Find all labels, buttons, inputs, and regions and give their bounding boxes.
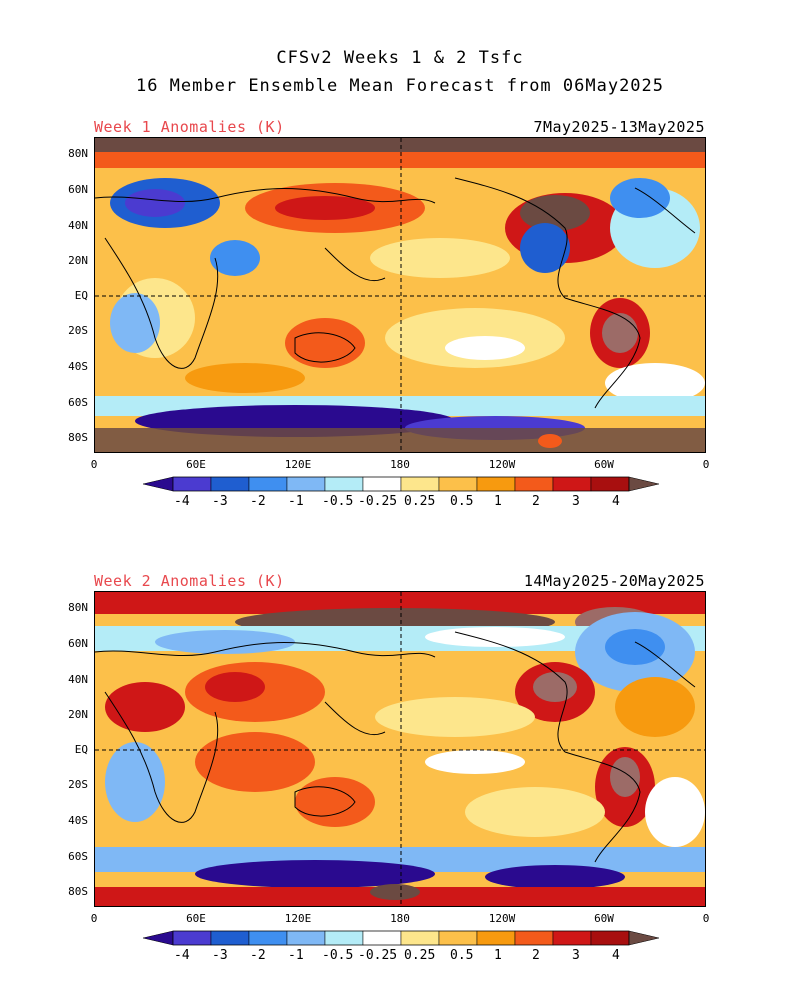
- week1-lat-label: EQ: [74, 289, 88, 302]
- colorbar-label: 0.5: [450, 948, 474, 963]
- colorbar-swatch: [362, 476, 402, 492]
- colorbar-label: -3: [212, 494, 228, 509]
- week2-lat-label: EQ: [74, 743, 88, 756]
- week2-lon-label: 120E: [284, 912, 312, 925]
- week2-lat-label: 60S: [68, 850, 88, 863]
- colorbar-swatch: [172, 930, 212, 946]
- week1-lon-label: 180: [390, 458, 410, 471]
- week1-lat-label: 20S: [68, 324, 88, 337]
- week1-lon-label: 60E: [186, 458, 206, 471]
- week2-lon-label: 60E: [186, 912, 206, 925]
- colorbar-swatch: [210, 930, 250, 946]
- colorbar-swatch: [590, 930, 630, 946]
- colorbar-swatch: [590, 476, 630, 492]
- colorbar-swatch: [400, 930, 440, 946]
- colorbar-label: -0.25: [358, 948, 398, 963]
- colorbar-label: -0.5: [322, 948, 354, 963]
- chart-title-line-2: 16 Member Ensemble Mean Forecast from 06…: [135, 76, 665, 96]
- week2-lon-label: 180: [390, 912, 410, 925]
- colorbar-swatch: [172, 476, 212, 492]
- week2-colorbar-swatches: [142, 930, 660, 946]
- colorbar-swatch: [286, 476, 326, 492]
- week2-lon-label: 60W: [594, 912, 614, 925]
- week1-lat-label: 60S: [68, 396, 88, 409]
- colorbar-swatch: [248, 476, 288, 492]
- colorbar-swatch: [552, 930, 592, 946]
- colorbar-label: 3: [572, 948, 580, 963]
- week1-lon-label: 120E: [284, 458, 312, 471]
- week1-lat-label: 40S: [68, 360, 88, 373]
- colorbar-swatch: [476, 930, 516, 946]
- colorbar-label: 0.25: [404, 494, 436, 509]
- week2-panel-label: Week 2 Anomalies (K): [94, 572, 285, 590]
- colorbar-swatch: [248, 930, 288, 946]
- week1-lat-label: 80N: [68, 147, 88, 160]
- week1-colorbar-swatches: [142, 476, 660, 492]
- colorbar-label: 1: [494, 948, 502, 963]
- colorbar-label: 1: [494, 494, 502, 509]
- week2-anomaly-map: [94, 591, 706, 907]
- week1-lon-label: 0: [702, 458, 710, 471]
- week2-lat-label: 80S: [68, 885, 88, 898]
- week1-lat-label: 20N: [68, 254, 88, 267]
- colorbar-swatch: [552, 476, 592, 492]
- week2-colorbar: [142, 929, 660, 951]
- week2-lat-label: 80N: [68, 601, 88, 614]
- colorbar-swatch: [628, 930, 660, 946]
- week2-lat-label: 20S: [68, 778, 88, 791]
- colorbar-swatch: [142, 930, 174, 946]
- colorbar-swatch: [400, 476, 440, 492]
- colorbar-label: 4: [612, 948, 620, 963]
- week1-anomaly-map: [94, 137, 706, 453]
- week1-lat-label: 80S: [68, 431, 88, 444]
- colorbar-swatch: [362, 930, 402, 946]
- colorbar-swatch: [210, 476, 250, 492]
- colorbar-swatch: [514, 476, 554, 492]
- colorbar-label: -0.5: [322, 494, 354, 509]
- week2-lat-label: 60N: [68, 637, 88, 650]
- colorbar-swatch: [286, 930, 326, 946]
- week1-lat-label: 60N: [68, 183, 88, 196]
- week2-date-range: 14May2025-20May2025: [523, 572, 705, 590]
- colorbar-swatch: [324, 476, 364, 492]
- week1-panel-label: Week 1 Anomalies (K): [94, 118, 285, 136]
- week1-lon-label: 120W: [488, 458, 516, 471]
- colorbar-swatch: [438, 930, 478, 946]
- colorbar-label: -4: [174, 948, 190, 963]
- week1-lon-label: 60W: [594, 458, 614, 471]
- colorbar-label: 2: [532, 948, 540, 963]
- colorbar-label: -2: [250, 494, 266, 509]
- colorbar-label: 2: [532, 494, 540, 509]
- week2-lat-label: 20N: [68, 708, 88, 721]
- colorbar-label: -4: [174, 494, 190, 509]
- week1-lat-label: 40N: [68, 219, 88, 232]
- colorbar-label: 0.5: [450, 494, 474, 509]
- colorbar-label: 3: [572, 494, 580, 509]
- colorbar-label: 4: [612, 494, 620, 509]
- week2-lat-label: 40S: [68, 814, 88, 827]
- colorbar-label: -0.25: [358, 494, 398, 509]
- week1-date-range: 7May2025-13May2025: [533, 118, 705, 136]
- chart-title-line-1: CFSv2 Weeks 1 & 2 Tsfc: [276, 48, 524, 68]
- colorbar-swatch: [476, 476, 516, 492]
- week2-lat-label: 40N: [68, 673, 88, 686]
- week1-colorbar: [142, 475, 660, 497]
- colorbar-label: -1: [288, 948, 304, 963]
- colorbar-swatch: [628, 476, 660, 492]
- colorbar-swatch: [324, 930, 364, 946]
- colorbar-label: -2: [250, 948, 266, 963]
- week2-lon-label: 0: [90, 912, 98, 925]
- week1-lon-label: 0: [90, 458, 98, 471]
- colorbar-swatch: [514, 930, 554, 946]
- colorbar-swatch: [142, 476, 174, 492]
- colorbar-label: -1: [288, 494, 304, 509]
- colorbar-label: -3: [212, 948, 228, 963]
- colorbar-label: 0.25: [404, 948, 436, 963]
- colorbar-swatch: [438, 476, 478, 492]
- week2-lon-label: 120W: [488, 912, 516, 925]
- week2-lon-label: 0: [702, 912, 710, 925]
